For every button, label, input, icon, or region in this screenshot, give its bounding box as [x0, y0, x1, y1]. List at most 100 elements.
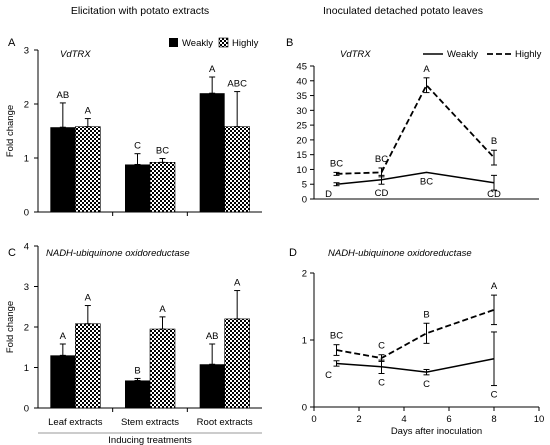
significance-letter: C — [491, 390, 498, 401]
significance-letter: BC — [330, 158, 343, 169]
gene-name-c: NADH-ubiquinone oxidoreductase — [46, 248, 190, 259]
y-tick-label: 15 — [296, 150, 307, 161]
y-tick-label: 2 — [24, 100, 29, 111]
bar-highly — [224, 126, 250, 213]
significance-letter: C — [378, 378, 385, 389]
significance-letter: A — [209, 64, 216, 75]
bar-highly — [224, 318, 250, 409]
bar-weakly — [50, 127, 76, 212]
panel-a-label: A — [8, 37, 16, 49]
x-tick-label: 10 — [534, 414, 545, 425]
bar-weakly — [125, 380, 150, 408]
x-axis-title: Days after inoculation — [391, 426, 482, 437]
y-tick-label: 1 — [24, 363, 29, 374]
significance-letter: A — [423, 64, 430, 75]
bar-highly — [149, 162, 176, 213]
category-label: Leaf extracts — [48, 417, 103, 428]
y-tick-label: 3 — [24, 46, 29, 57]
legend-label-highly: Highly — [232, 38, 259, 49]
y-tick-label: 2 — [24, 323, 29, 334]
legend-swatch-weakly — [169, 38, 178, 47]
y-tick-label: 2 — [302, 269, 307, 280]
panel-b-chart: BVdTRX051015202530354045BCDBCCDABCBCDWea… — [286, 37, 542, 206]
y-tick-label: 5 — [302, 180, 307, 191]
significance-letter: B — [134, 365, 140, 376]
y-axis-title: Fold change — [5, 105, 16, 157]
panel-c-chart: C NADH-ubiquinone oxidoreductase 0 1 2 3 4 Fold… — [5, 242, 262, 445]
x-tick-label: 8 — [491, 414, 496, 425]
y-tick-label: 25 — [296, 121, 307, 132]
series-line-highly — [336, 308, 495, 360]
significance-letter: CD — [487, 189, 501, 200]
significance-letter: CD — [375, 188, 389, 199]
significance-letter: B — [423, 309, 429, 320]
significance-letter: BC — [330, 331, 343, 342]
significance-letter: ABC — [227, 79, 247, 90]
y-tick-label: 20 — [296, 135, 307, 146]
y-tick-label: 10 — [296, 165, 307, 176]
y-axis-title: Fold change — [5, 301, 16, 353]
series-line-highly — [336, 83, 495, 175]
bar-highly — [149, 328, 176, 409]
significance-letter: A — [234, 278, 241, 289]
significance-letter: B — [491, 136, 497, 147]
legend-label-weakly: Weakly — [182, 38, 213, 49]
significance-letter: BC — [420, 176, 433, 187]
bar-weakly — [50, 355, 76, 408]
y-tick-label: 30 — [296, 106, 307, 117]
y-tick-label: 40 — [296, 76, 307, 87]
category-label: Root extracts — [197, 417, 253, 428]
legend-swatch-highly — [218, 37, 229, 48]
gene-name-a: VdTRX — [60, 49, 91, 60]
gene-name-b: VdTRX — [340, 49, 371, 60]
y-tick-label: 1 — [302, 336, 307, 347]
y-tick-label: 3 — [24, 282, 29, 293]
y-tick-label: 4 — [24, 242, 29, 253]
series-line-weakly — [336, 171, 495, 185]
series-line-weakly — [336, 358, 495, 373]
bar-highly — [75, 323, 101, 409]
panel-b-label: B — [286, 37, 293, 49]
significance-letter: A — [60, 331, 67, 342]
y-tick-label: 1 — [24, 154, 29, 165]
x-tick-label: 4 — [401, 414, 406, 425]
panel-a-chart: A VdTRX 0 1 2 3 Fold change AB A C BC A ABC Weakly Hig… — [5, 37, 262, 219]
significance-letter: AB — [56, 90, 69, 101]
significance-letter: AB — [206, 331, 219, 342]
y-tick-label: 35 — [296, 91, 307, 102]
significance-letter: C — [134, 141, 141, 152]
legend-label-highly: Highly — [515, 49, 542, 60]
panel-d-label: D — [289, 247, 297, 259]
gene-name-d: NADH-ubiquinone oxidoreductase — [328, 248, 472, 259]
bar-highly — [75, 126, 101, 213]
x-axis-title: Inducing treatments — [108, 435, 192, 445]
significance-letter: BC — [375, 154, 388, 165]
panel-c-label: C — [8, 247, 16, 259]
x-tick-label: 0 — [311, 414, 316, 425]
significance-letter: A — [85, 293, 92, 304]
x-tick-label: 2 — [356, 414, 361, 425]
significance-letter: A — [491, 281, 498, 292]
significance-letter: A — [159, 304, 166, 315]
bar-weakly — [199, 364, 225, 408]
category-label: Stem extracts — [121, 417, 179, 428]
significance-letter: C — [378, 341, 385, 352]
panel-d-chart: D NADH-ubiquinone oxidoreductase 0 1 2 0 2 4 6 8 1… — [289, 247, 544, 437]
x-tick-label: 6 — [446, 414, 451, 425]
y-tick-label: 0 — [24, 404, 29, 415]
bar-weakly — [125, 164, 150, 212]
significance-letter: BC — [156, 146, 169, 157]
left-heading: Elicitation with potato extracts — [71, 5, 209, 17]
right-heading: Inoculated detached potato leaves — [323, 5, 483, 17]
y-tick-label: 0 — [302, 403, 307, 414]
y-tick-label: 0 — [302, 195, 307, 206]
significance-letter: A — [85, 106, 92, 117]
y-tick-label: 0 — [24, 208, 29, 219]
y-tick-label: 45 — [296, 62, 307, 73]
bar-weakly — [199, 93, 225, 212]
significance-letter: C — [423, 379, 430, 390]
significance-letter: C — [325, 370, 332, 381]
legend-label-weakly: Weakly — [447, 49, 478, 60]
significance-letter: D — [325, 189, 332, 200]
